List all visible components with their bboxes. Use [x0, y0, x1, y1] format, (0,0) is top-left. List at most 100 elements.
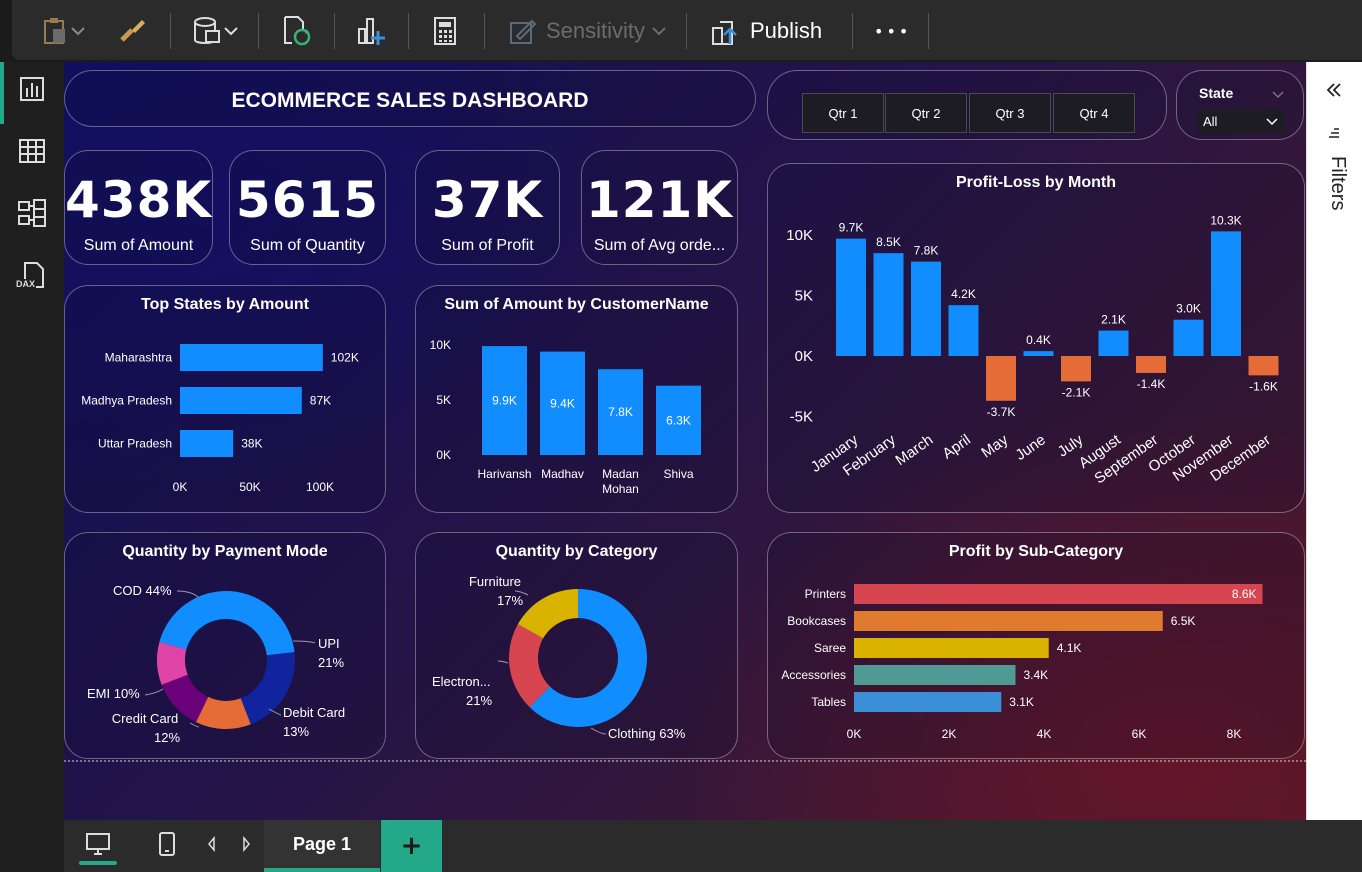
tick-label: 5K	[436, 393, 451, 407]
previous-page-button[interactable]	[206, 835, 218, 856]
tick-label: 10K	[430, 338, 451, 352]
data-label: -1.4K	[1137, 377, 1166, 391]
page-tab[interactable]: Page 1	[264, 820, 380, 872]
more-options-button[interactable]: •••	[874, 14, 911, 48]
state-slicer: State All	[1176, 70, 1304, 140]
toolbar-separator	[686, 13, 687, 49]
bar	[1136, 356, 1166, 373]
quarter-button[interactable]: Qtr 1	[802, 93, 884, 133]
dax-icon: DAX	[15, 261, 47, 293]
profit-loss-chart-card: Profit-Loss by Month 10K 5K 0K -5K 9.7K Janua…	[767, 163, 1305, 513]
bar	[854, 611, 1163, 631]
data-label: 4.1K	[1057, 641, 1082, 655]
tick-label: 50K	[239, 480, 260, 494]
expand-pane-icon[interactable]	[1325, 82, 1343, 102]
customer-amount-chart: 10K 5K 0K 9.9K Harivansh 9.4K Madhav 7.8K MadanM…	[430, 338, 701, 496]
dax-query-view-button[interactable]: DAX	[0, 248, 64, 306]
table-view-button[interactable]	[0, 124, 64, 182]
subcategory-chart: Printers 8.6K Bookcases 6.5K Saree 4.1K Access…	[781, 584, 1263, 741]
new-measure-button[interactable]	[432, 14, 458, 48]
bar	[986, 356, 1016, 401]
kpi-card-avg-order: 121K Sum of Avg orde...	[581, 150, 738, 265]
data-label: 10.3K	[1210, 213, 1241, 227]
leader-line	[268, 708, 282, 716]
bar	[911, 261, 941, 356]
bar	[180, 344, 323, 371]
chevron-left-icon	[206, 835, 218, 856]
category-chart-card: Quantity by Category Clothing 63% Electro…	[415, 532, 738, 759]
state-dropdown[interactable]: All	[1197, 109, 1285, 133]
tick-label: 8K	[1227, 727, 1242, 741]
toolbar: Sensitivity Publish •••	[0, 0, 1362, 62]
next-page-button[interactable]	[240, 835, 252, 856]
publish-button[interactable]: Publish	[710, 14, 822, 48]
report-view-icon	[19, 76, 45, 106]
publish-icon	[710, 16, 742, 46]
get-data-button[interactable]	[192, 14, 240, 48]
slice-label: 21%	[318, 655, 344, 670]
page-tab-label: Page 1	[292, 833, 352, 854]
new-visual-button[interactable]	[356, 14, 386, 48]
calculator-icon	[432, 16, 458, 46]
paste-button[interactable]	[42, 14, 86, 48]
payment-mode-chart-card: Quantity by Payment Mode COD 44% UPI 21% De…	[64, 532, 386, 759]
category-label: Madhav	[541, 467, 584, 481]
kpi-value: 121K	[585, 171, 734, 229]
donut-slice	[159, 591, 295, 656]
data-label: 6.5K	[1171, 614, 1196, 628]
toolbar-separator	[170, 13, 171, 49]
slice-label: Credit Card	[112, 711, 178, 726]
data-label: 3.1K	[1009, 695, 1034, 709]
format-painter-button[interactable]	[118, 14, 148, 48]
data-label: -3.7K	[987, 405, 1016, 419]
model-view-icon	[17, 198, 47, 232]
filters-label[interactable]: Filters	[1327, 156, 1349, 211]
sensitivity-button[interactable]: Sensitivity	[508, 14, 667, 48]
slice-label: EMI 10%	[87, 686, 140, 701]
bar	[598, 369, 643, 455]
slice-label: COD 44%	[113, 583, 172, 598]
tick-label: 0K	[173, 480, 188, 494]
sensitivity-icon	[508, 16, 538, 46]
chevron-down-icon	[222, 25, 240, 37]
mobile-layout-button[interactable]	[150, 826, 184, 866]
bar	[1061, 356, 1091, 382]
bar	[854, 584, 1263, 604]
data-label: 3.0K	[1176, 302, 1201, 316]
kpi-card-profit: 37K Sum of Profit	[415, 150, 560, 265]
data-label: 0.4K	[1026, 333, 1051, 347]
add-page-button[interactable]: +	[381, 820, 442, 872]
leader-line	[144, 688, 164, 696]
kpi-label: Sum of Profit	[441, 237, 534, 254]
tick-label: 4K	[1037, 727, 1052, 741]
kpi-card-quantity: 5615 Sum of Quantity	[229, 150, 386, 265]
data-label: 8.5K	[876, 235, 901, 249]
desktop-layout-button[interactable]	[78, 826, 118, 866]
top-states-chart-card: Top States by Amount Maharashtra 102K Madh…	[64, 285, 386, 513]
bar	[854, 665, 1016, 685]
slice-label: Furniture	[469, 574, 521, 589]
dax-label: DAX	[15, 279, 37, 289]
category-label: Bookcases	[787, 614, 846, 628]
refresh-button[interactable]	[282, 14, 312, 48]
quarter-button[interactable]: Qtr 2	[885, 93, 967, 133]
refresh-icon	[282, 15, 312, 47]
leader-line	[292, 640, 316, 644]
page-title: ECOMMERCE SALES DASHBOARD	[231, 89, 589, 112]
category-label: March	[892, 431, 936, 469]
chart-title: Profit by Sub-Category	[948, 543, 1124, 560]
model-view-button[interactable]	[0, 186, 64, 244]
collapse-chevron-icon[interactable]	[1271, 85, 1285, 104]
donut-slice	[161, 674, 209, 723]
donut-slice	[157, 642, 188, 685]
report-view-button[interactable]	[0, 62, 64, 124]
quarter-button[interactable]: Qtr 4	[1053, 93, 1135, 133]
dashboard-title-card: ECOMMERCE SALES DASHBOARD	[64, 70, 756, 127]
donut-slice	[195, 696, 251, 729]
customer-amount-chart-card: Sum of Amount by CustomerName 10K 5K 0K 9.9…	[415, 285, 738, 513]
quarter-button[interactable]: Qtr 3	[969, 93, 1051, 133]
donut-slice	[509, 624, 550, 708]
toolbar-separator	[484, 13, 485, 49]
bar	[1211, 231, 1241, 356]
